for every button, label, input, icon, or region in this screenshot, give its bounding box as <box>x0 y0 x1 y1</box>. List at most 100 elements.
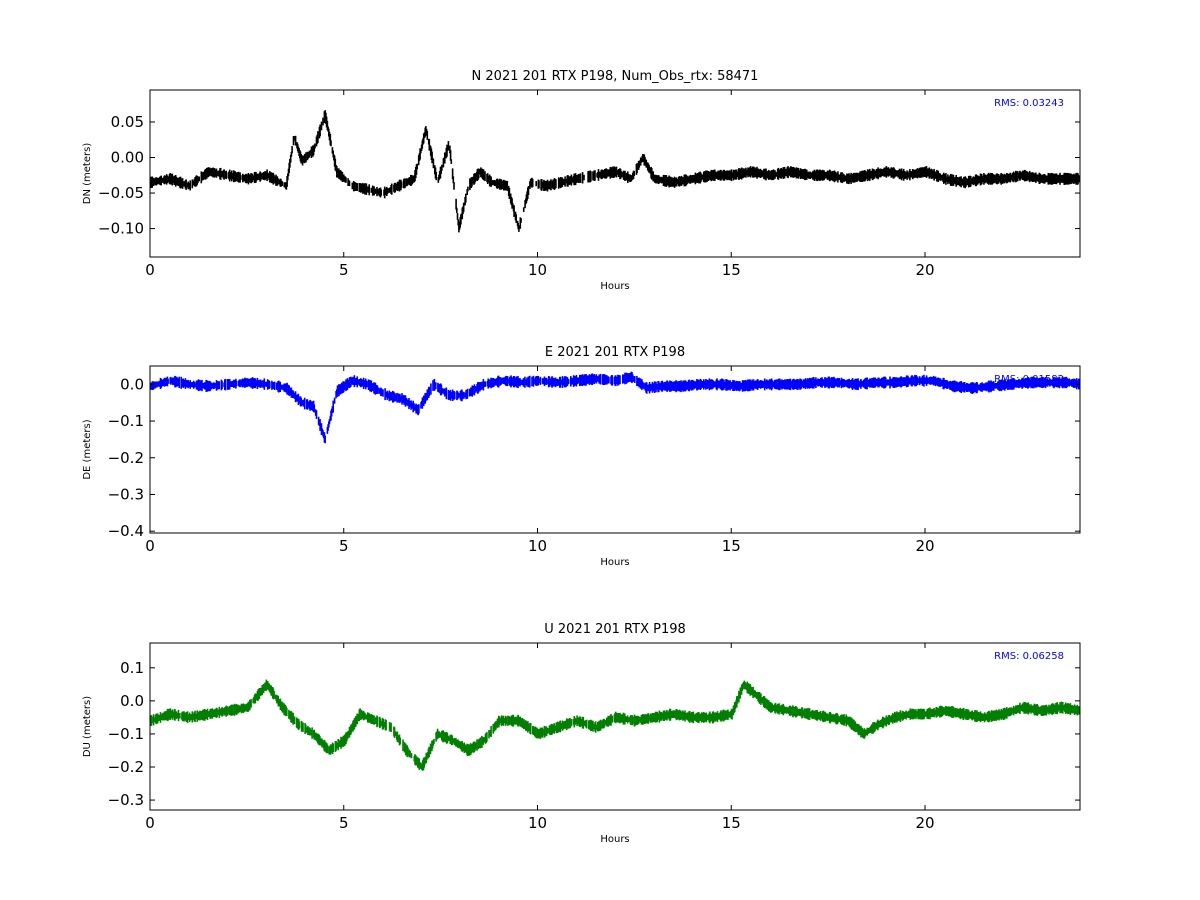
data-point <box>435 382 437 390</box>
data-point <box>287 173 289 181</box>
data-point <box>185 179 187 190</box>
data-point <box>332 743 335 752</box>
data-point <box>374 717 377 725</box>
data-point <box>482 737 485 745</box>
data-point <box>339 384 342 395</box>
data-point <box>325 116 328 128</box>
data-point <box>594 170 596 181</box>
data-point <box>611 715 614 723</box>
data-point <box>150 715 153 726</box>
axes-frame <box>149 365 1081 534</box>
x-tick-label: 0 <box>145 537 155 555</box>
data-point <box>391 183 393 195</box>
data-point <box>627 174 630 181</box>
data-point <box>281 181 284 186</box>
data-point <box>352 376 354 385</box>
data-point <box>470 744 473 754</box>
data-point <box>568 176 571 185</box>
data-point <box>231 380 234 387</box>
data-point <box>305 724 307 734</box>
data-point <box>261 685 263 696</box>
x-tick-label: 15 <box>722 261 741 279</box>
data-point <box>611 375 614 386</box>
data-point <box>303 397 306 410</box>
y-tick-label: 0.05 <box>111 113 144 131</box>
data-point <box>326 120 329 131</box>
y-tick-label: 0.0 <box>120 692 144 710</box>
y-tick-label: −0.2 <box>108 758 144 776</box>
data-point <box>357 714 359 722</box>
data-point <box>302 722 304 732</box>
data-point <box>645 159 648 168</box>
data-point <box>187 714 189 721</box>
data-point <box>247 378 250 387</box>
data-point <box>500 377 503 385</box>
rms-annotation: RMS: 0.01582 <box>994 374 1064 385</box>
data-point <box>302 399 305 407</box>
data-point <box>246 174 248 183</box>
x-axis-label: Hours <box>600 834 629 845</box>
data-point <box>290 151 293 157</box>
data-point <box>225 705 227 717</box>
data-point <box>383 186 386 199</box>
data-point <box>533 378 535 384</box>
data-point <box>337 739 339 751</box>
data-point <box>370 187 373 193</box>
data-point <box>478 168 480 179</box>
data-point <box>373 715 375 725</box>
data-point <box>204 708 206 721</box>
chart-title: N 2021 201 RTX P198, Num_Obs_rtx: 58471 <box>472 69 759 84</box>
data-point <box>522 378 525 387</box>
data-point <box>330 140 332 147</box>
data-point <box>167 378 169 384</box>
data-point <box>177 709 180 722</box>
data-point <box>565 376 567 388</box>
data-point <box>379 718 382 728</box>
data-point <box>471 177 473 187</box>
data-point <box>750 686 752 695</box>
data-point <box>458 393 460 398</box>
data-point <box>506 376 509 387</box>
data-point <box>529 723 532 735</box>
data-point <box>431 151 433 164</box>
data-point <box>286 176 288 187</box>
data-point <box>544 378 546 385</box>
data-point <box>153 717 156 722</box>
data-point <box>371 715 374 724</box>
x-axis-label: Hours <box>600 281 629 292</box>
data-point <box>508 376 511 386</box>
data-point <box>518 225 520 232</box>
data-point <box>215 168 218 178</box>
data-point <box>438 732 441 738</box>
data-point <box>218 706 221 718</box>
data-point <box>356 183 358 191</box>
data-point <box>590 171 592 182</box>
data-point <box>361 379 363 387</box>
data-point <box>616 170 618 175</box>
y-axis-label: DE (meters) <box>82 419 93 479</box>
data-point <box>552 377 555 387</box>
data-point <box>555 179 557 189</box>
data-point <box>571 377 573 385</box>
chart-title: U 2021 201 RTX P198 <box>544 622 686 637</box>
data-point <box>394 731 397 736</box>
data-point <box>470 387 472 397</box>
data-point <box>273 174 275 184</box>
data-point <box>265 679 268 691</box>
data-point <box>189 180 191 191</box>
data-point <box>250 699 252 708</box>
data-point <box>595 374 598 384</box>
data-point <box>415 756 418 766</box>
data-point <box>526 377 528 387</box>
data-point <box>221 380 223 389</box>
data-point <box>421 140 424 149</box>
data-point <box>308 150 311 158</box>
data-point <box>542 729 544 736</box>
data-point <box>500 179 503 190</box>
data-point <box>416 163 418 170</box>
data-point <box>366 186 368 193</box>
data-point <box>181 178 184 189</box>
x-tick-label: 5 <box>339 537 349 555</box>
y-tick-label: 0.00 <box>111 149 144 167</box>
data-point <box>569 718 571 728</box>
